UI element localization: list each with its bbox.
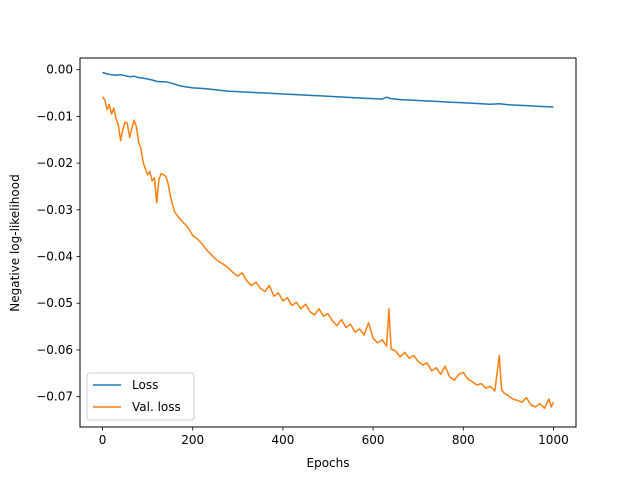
y-tick-label: −0.06 (36, 343, 73, 357)
x-tick-label: 1000 (538, 433, 569, 447)
y-tick-label: −0.05 (36, 296, 73, 310)
legend: Loss Val. loss (86, 372, 195, 421)
series-layer (101, 71, 555, 410)
x-tick-label: 800 (452, 433, 475, 447)
series-line-val-loss (101, 96, 555, 410)
series-line-loss (102, 71, 554, 108)
x-tick-label: 0 (99, 433, 107, 447)
x-tick-label: 200 (181, 433, 204, 447)
y-axis: 0.00 −0.01 −0.02 −0.03 −0.04 −0.05 −0.06 −0.07 (36, 63, 80, 404)
y-tick-label: −0.02 (36, 156, 73, 170)
y-tick-label: −0.01 (36, 109, 73, 123)
x-axis: 0 200 400 600 800 1000 (99, 427, 569, 447)
legend-label-val-loss: Val. loss (132, 400, 181, 414)
y-tick-label: 0.00 (46, 63, 73, 77)
y-axis-title: Negative log-likelihood (8, 174, 22, 311)
x-tick-label: 400 (271, 433, 294, 447)
y-tick-label: −0.04 (36, 250, 73, 264)
plot-frame (79, 57, 577, 428)
y-tick-label: −0.03 (36, 203, 73, 217)
x-tick-label: 600 (362, 433, 385, 447)
legend-label-loss: Loss (132, 378, 158, 392)
x-axis-title: Epochs (307, 456, 350, 470)
y-tick-label: −0.07 (36, 390, 73, 404)
